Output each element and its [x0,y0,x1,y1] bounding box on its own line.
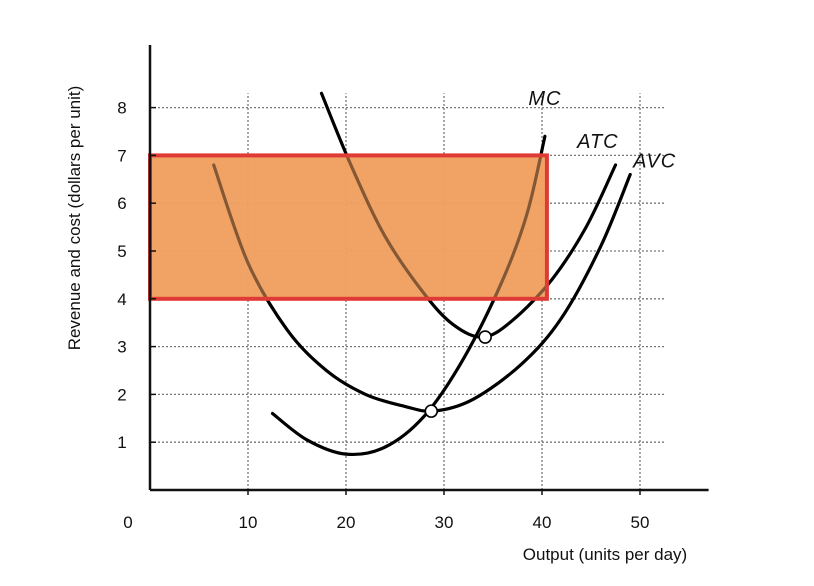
y-tick-label-2: 2 [117,385,126,404]
x-tick-label-10: 10 [239,513,258,532]
highlight-border [148,153,549,301]
x-tick-label-20: 20 [337,513,356,532]
y-tick-label-6: 6 [117,194,126,213]
x-tick-label-40: 40 [533,513,552,532]
curve-label-avc: AVC [632,150,676,172]
markers [424,330,492,418]
curve-labels: MC ATC AVC [528,88,676,172]
curve-avc [212,163,632,413]
x-axis-title: Output (units per day) [523,545,687,564]
y-tick-label-1: 1 [117,433,126,452]
x-tick-label-30: 30 [435,513,454,532]
intersection-marker-2 [424,404,439,418]
y-axis-title: Revenue and cost (dollars per unit) [65,86,84,351]
origin-label: 0 [123,513,132,532]
axes [148,45,709,492]
x-tick-label-50: 50 [631,513,650,532]
curve-label-mc: MC [528,88,561,110]
curve-label-atc: ATC [576,131,619,153]
y-tick-label-3: 3 [117,338,126,357]
y-tick-label-8: 8 [117,99,126,118]
intersection-marker-1 [478,330,492,344]
y-tick-label-4: 4 [117,290,126,309]
curves [148,91,632,457]
y-tick-label-5: 5 [117,242,126,261]
y-tick-label-7: 7 [117,146,126,165]
tick-labels: 1 2 3 4 5 6 7 8 10 20 30 40 50 [117,99,649,532]
